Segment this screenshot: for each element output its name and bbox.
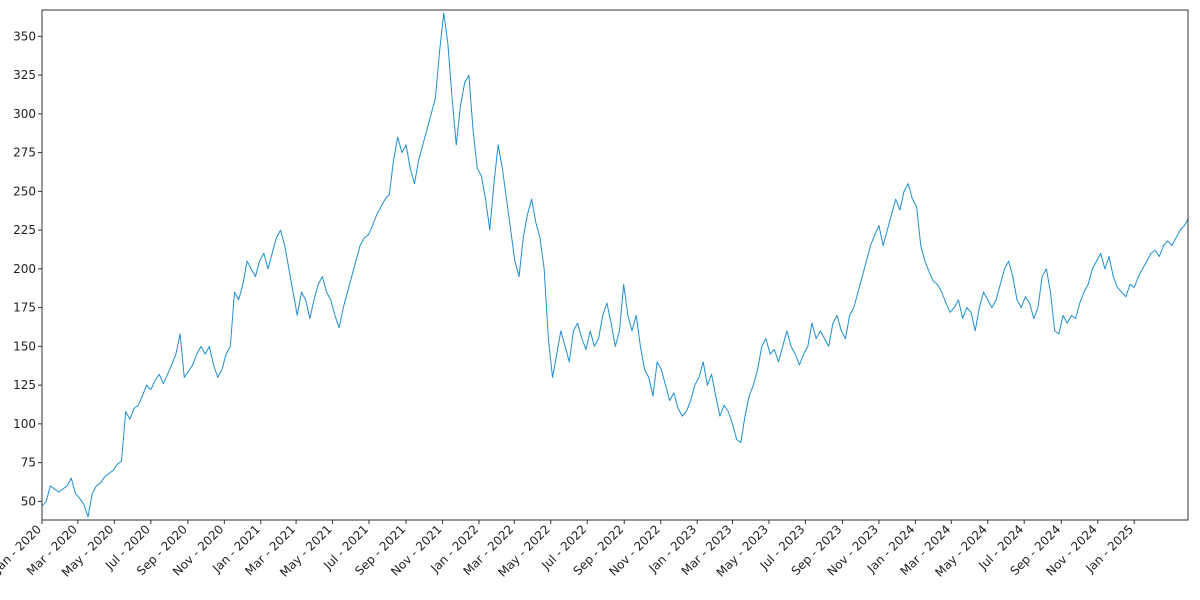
plot-area [41, 12, 1189, 518]
y-tick-label: 275 [13, 146, 36, 160]
y-tick-label: 225 [13, 223, 36, 237]
series-line-0 [41, 12, 1189, 518]
plot-frame [41, 9, 1189, 521]
y-tick-label: 250 [13, 184, 36, 198]
y-tick-label: 175 [13, 301, 36, 315]
y-tick-label: 100 [13, 417, 36, 431]
y-tick-label: 125 [13, 378, 36, 392]
y-tick-label: 50 [21, 494, 36, 508]
y-axis: 50 75 100 125 150 175 200 225 250 275 300 325 350 [13, 29, 42, 508]
y-tick-label: 350 [13, 29, 36, 43]
y-tick-label: 300 [13, 107, 36, 121]
y-tick-label: 75 [21, 456, 36, 470]
y-tick-label: 325 [13, 68, 36, 82]
y-tick-label: 200 [13, 262, 36, 276]
y-tick-label: 150 [13, 339, 36, 353]
